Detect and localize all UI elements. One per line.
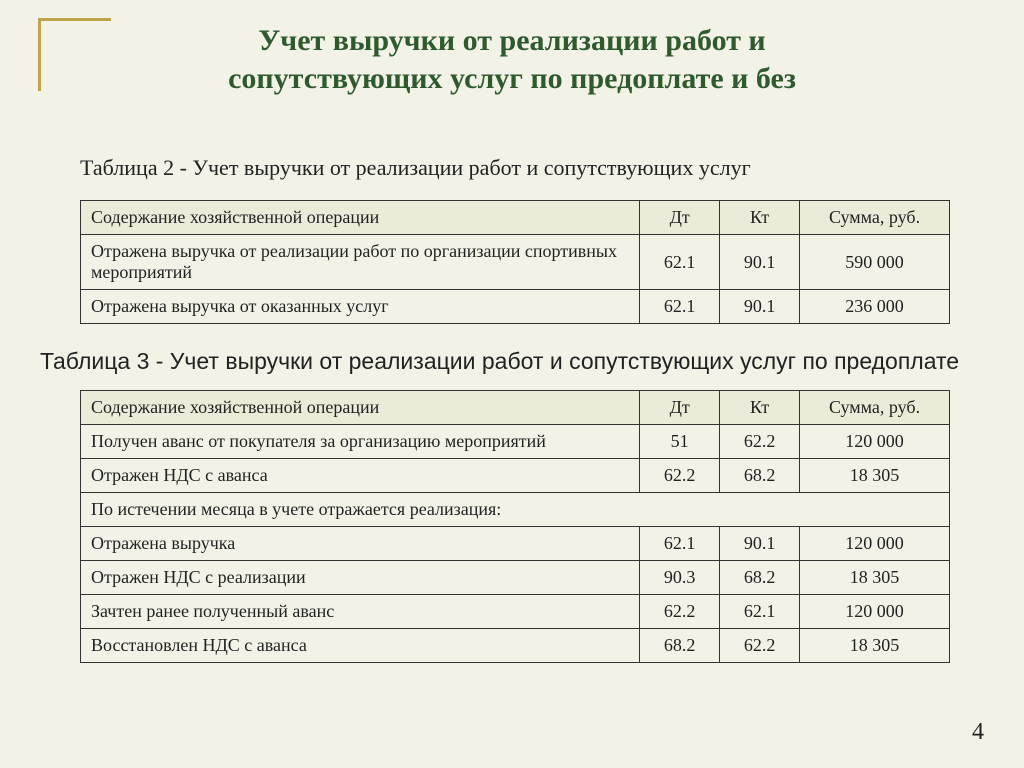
col-sum: Сумма, руб.	[800, 201, 950, 235]
cell-dt: 62.1	[640, 290, 720, 324]
cell-desc: Отражен НДС с аванса	[81, 459, 640, 493]
table-row: Отражена выручка от оказанных услуг62.19…	[81, 290, 950, 324]
table-row: Отражена выручка62.190.1120 000	[81, 527, 950, 561]
cell-dt: 51	[640, 425, 720, 459]
col-dt: Дт	[640, 391, 720, 425]
table-row: Отражен НДС с реализации90.368.218 305	[81, 561, 950, 595]
col-desc: Содержание хозяйственной операции	[81, 391, 640, 425]
table2-caption: Таблица 3 - Учет выручки от реализации р…	[40, 348, 959, 375]
cell-desc: Восстановлен НДС с аванса	[81, 629, 640, 663]
col-sum: Сумма, руб.	[800, 391, 950, 425]
table-header-row: Содержание хозяйственной операции Дт Кт …	[81, 391, 950, 425]
cell-desc: Отражен НДС с реализации	[81, 561, 640, 595]
cell-sum: 18 305	[800, 629, 950, 663]
table2-table: Содержание хозяйственной операции Дт Кт …	[80, 390, 950, 663]
table2: Содержание хозяйственной операции Дт Кт …	[80, 390, 950, 663]
table1-table: Содержание хозяйственной операции Дт Кт …	[80, 200, 950, 324]
cell-dt: 62.1	[640, 235, 720, 290]
cell-desc: Отражена выручка от оказанных услуг	[81, 290, 640, 324]
cell-kt: 62.2	[720, 425, 800, 459]
cell-kt: 68.2	[720, 561, 800, 595]
cell-dt: 62.1	[640, 527, 720, 561]
table1-body: Отражена выручка от реализации работ по …	[81, 235, 950, 324]
table-row: Зачтен ранее полученный аванс62.262.1120…	[81, 595, 950, 629]
col-kt: Кт	[720, 201, 800, 235]
cell-sum: 236 000	[800, 290, 950, 324]
title-line-2: сопутствующих услуг по предоплате и без	[228, 62, 796, 95]
section-row: По истечении месяца в учете отражается р…	[81, 493, 950, 527]
cell-dt: 90.3	[640, 561, 720, 595]
page-number: 4	[972, 719, 984, 746]
table-header-row: Содержание хозяйственной операции Дт Кт …	[81, 201, 950, 235]
cell-sum: 120 000	[800, 425, 950, 459]
table1-caption: Таблица 2 - Учет выручки от реализации р…	[80, 155, 751, 181]
cell-sum: 590 000	[800, 235, 950, 290]
cell-desc: Отражена выручка от реализации работ по …	[81, 235, 640, 290]
cell-dt: 62.2	[640, 595, 720, 629]
cell-sum: 120 000	[800, 527, 950, 561]
cell-kt: 90.1	[720, 235, 800, 290]
cell-desc: Получен аванс от покупателя за организац…	[81, 425, 640, 459]
col-dt: Дт	[640, 201, 720, 235]
col-kt: Кт	[720, 391, 800, 425]
table1: Содержание хозяйственной операции Дт Кт …	[80, 200, 950, 324]
col-desc: Содержание хозяйственной операции	[81, 201, 640, 235]
page-title: Учет выручки от реализации работ и сопут…	[0, 22, 1024, 97]
cell-kt: 68.2	[720, 459, 800, 493]
table-row: Отражена выручка от реализации работ по …	[81, 235, 950, 290]
cell-sum: 120 000	[800, 595, 950, 629]
title-line-1: Учет выручки от реализации работ и	[258, 24, 765, 57]
cell-desc: Зачтен ранее полученный аванс	[81, 595, 640, 629]
table-row: По истечении месяца в учете отражается р…	[81, 493, 950, 527]
cell-dt: 62.2	[640, 459, 720, 493]
cell-kt: 62.2	[720, 629, 800, 663]
cell-desc: Отражена выручка	[81, 527, 640, 561]
cell-kt: 90.1	[720, 527, 800, 561]
table-row: Восстановлен НДС с аванса68.262.218 305	[81, 629, 950, 663]
cell-dt: 68.2	[640, 629, 720, 663]
cell-kt: 90.1	[720, 290, 800, 324]
table2-body: Получен аванс от покупателя за организац…	[81, 425, 950, 663]
table-row: Отражен НДС с аванса62.268.218 305	[81, 459, 950, 493]
slide: Учет выручки от реализации работ и сопут…	[0, 0, 1024, 768]
cell-sum: 18 305	[800, 561, 950, 595]
cell-kt: 62.1	[720, 595, 800, 629]
cell-sum: 18 305	[800, 459, 950, 493]
table-row: Получен аванс от покупателя за организац…	[81, 425, 950, 459]
